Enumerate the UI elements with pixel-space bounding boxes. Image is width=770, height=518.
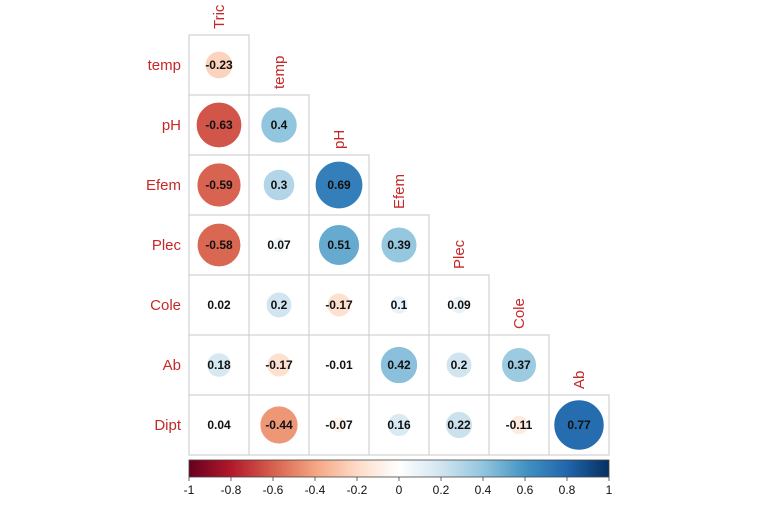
correlation-circle xyxy=(326,292,352,318)
column-label: Efem xyxy=(391,174,408,209)
correlation-value: 0.2 xyxy=(271,298,288,312)
correlation-circle xyxy=(206,352,232,378)
colorbar-tick-label: -0.8 xyxy=(221,483,242,497)
colorbar xyxy=(188,459,610,478)
correlation-circle xyxy=(389,295,409,315)
correlation-circle xyxy=(509,415,529,435)
row-label: Dipt xyxy=(154,417,182,434)
correlation-value: -0.44 xyxy=(265,418,293,432)
correlation-value: 0.04 xyxy=(207,418,231,432)
correlation-circle xyxy=(214,300,224,310)
correlation-circle xyxy=(380,346,418,384)
correlation-circle xyxy=(335,361,343,369)
colorbar-tick-label: -1 xyxy=(184,483,195,497)
correlation-value: 0.39 xyxy=(387,238,411,252)
correlation-circle xyxy=(266,352,292,378)
correlation-value: 0.42 xyxy=(387,358,411,372)
column-label: Cole xyxy=(511,298,528,329)
correlation-circle xyxy=(196,222,242,268)
correlation-circle xyxy=(260,106,298,144)
correlation-value: 0.09 xyxy=(447,298,471,312)
grid-cell xyxy=(368,274,430,336)
column-labels: Tric temp pH Efem Plec Cole Ab xyxy=(211,4,588,389)
column-label: Tric xyxy=(211,4,228,29)
row-label: pH xyxy=(162,117,181,134)
correlation-value: 0.69 xyxy=(327,178,351,192)
correlation-value: 0.18 xyxy=(207,358,231,372)
correlation-circle xyxy=(196,162,242,208)
correlation-circles xyxy=(196,51,605,451)
correlation-value: 0.02 xyxy=(207,298,231,312)
correlation-value: 0.1 xyxy=(391,298,408,312)
correlation-circle xyxy=(445,411,473,439)
colorbar-tick-label: -0.6 xyxy=(263,483,284,497)
correlation-value: 0.16 xyxy=(387,418,411,432)
correlation-value: -0.23 xyxy=(205,58,233,72)
correlation-circle xyxy=(263,169,295,201)
colorbar-tick-label: 0 xyxy=(396,483,403,497)
correlation-value: -0.63 xyxy=(205,118,233,132)
correlation-circle xyxy=(445,351,473,379)
correlation-value: -0.17 xyxy=(265,358,293,372)
color-legend: -1 -0.8 -0.6 -0.4 -0.2 0 0.2 0.4 0.6 0.8 1 xyxy=(184,459,613,497)
correlation-circle xyxy=(501,347,537,383)
colorbar-tick-label: 0.4 xyxy=(475,483,492,497)
row-label: Ab xyxy=(163,357,181,374)
correlation-circle xyxy=(271,237,287,253)
correlation-circle xyxy=(265,291,293,319)
colorbar-tick-label: 1 xyxy=(606,483,613,497)
correlation-value: -0.58 xyxy=(205,238,233,252)
correlation-circle xyxy=(450,296,468,314)
correlation-value: 0.2 xyxy=(451,358,468,372)
correlation-circle xyxy=(213,418,226,431)
colorbar-tick-label: 0.6 xyxy=(517,483,534,497)
correlation-circle xyxy=(331,417,347,433)
correlation-value: -0.11 xyxy=(506,418,533,432)
correlation-circle xyxy=(380,226,418,264)
correlation-value: 0.4 xyxy=(271,118,288,132)
correlation-value: 0.77 xyxy=(567,418,591,432)
correlation-value: -0.59 xyxy=(205,178,233,192)
row-label: Efem xyxy=(146,177,181,194)
correlation-circle xyxy=(553,399,605,451)
colorbar-tick-label: -0.4 xyxy=(305,483,326,497)
correlation-value: -0.07 xyxy=(325,418,353,432)
correlation-value: 0.51 xyxy=(327,238,351,252)
grid-cell xyxy=(188,394,250,456)
grid-cell xyxy=(248,214,310,276)
row-label: temp xyxy=(148,57,181,74)
correlation-circle xyxy=(318,224,360,266)
column-label: temp xyxy=(271,56,288,89)
colorbar-tick-label: -0.2 xyxy=(347,483,368,497)
correlation-values: -0.23 -0.63 0.4 -0.59 0.3 0.69 -0.58 0.07 0.51 0.… xyxy=(205,58,591,432)
column-label: Ab xyxy=(571,371,588,389)
correlation-circle xyxy=(315,161,363,209)
column-label: pH xyxy=(331,130,348,149)
correlation-circle xyxy=(205,51,233,79)
colorbar-tick-label: 0.8 xyxy=(559,483,576,497)
row-labels: temp pH Efem Plec Cole Ab Dipt xyxy=(146,57,182,434)
correlation-value: 0.22 xyxy=(447,418,471,432)
row-label: Plec xyxy=(152,237,182,254)
correlation-value: -0.01 xyxy=(325,358,353,372)
correlation-circle xyxy=(387,413,411,437)
column-label: Plec xyxy=(451,239,468,269)
correlation-value: 0.37 xyxy=(507,358,531,372)
row-label: Cole xyxy=(150,297,181,314)
correlation-circle xyxy=(259,405,299,445)
correlation-value: -0.17 xyxy=(325,298,353,312)
correlation-circle xyxy=(196,102,242,148)
correlation-value: 0.3 xyxy=(271,178,288,192)
correlation-value: 0.07 xyxy=(267,238,291,252)
colorbar-tick-label: 0.2 xyxy=(433,483,450,497)
